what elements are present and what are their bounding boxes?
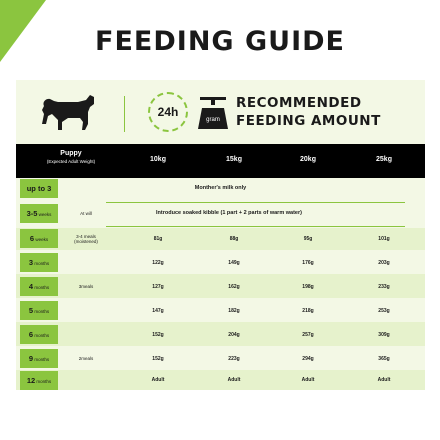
row-divider [106, 226, 405, 227]
age-label: 3 months [20, 253, 58, 272]
scale-icon: gram [198, 97, 228, 129]
age-label: 3-5 weeks [20, 204, 58, 223]
table-row: 4 months 3meals 127g 162g 198g 233g [16, 274, 425, 298]
age-label: 6 months [20, 325, 58, 344]
amount-cell: 81g [153, 236, 163, 242]
divider [124, 96, 125, 132]
amount-cell: 152g [152, 332, 164, 338]
amount-cell: 147g [152, 308, 164, 314]
table-row: 6 weeks 3-4 meals (moistened) 81g 88g 95… [16, 228, 425, 250]
amount-cell: 218g [302, 308, 314, 314]
amount-cell: 253g [378, 308, 390, 314]
age-label: 4 months [20, 277, 58, 296]
clock-24h-icon: 24h [148, 92, 188, 132]
amount-cell: 204g [228, 332, 240, 338]
weight-header: 15kg [226, 156, 242, 163]
table-row: 6 months 152g 204g 257g 309g [16, 322, 425, 346]
weight-header: 10kg [150, 156, 166, 163]
age-label: 9 months [20, 349, 58, 368]
table-row: 3-5 weeks At will Introduce soaked kibbl… [16, 204, 425, 224]
weight-header: 20kg [300, 156, 316, 163]
table-row: 5 months 147g 182g 218g 253g [16, 298, 425, 322]
meals-label: 3meals [78, 284, 94, 289]
amount-cell: Adult [151, 377, 165, 383]
table-row: 12 months Adult Adult Adult Adult [16, 370, 425, 390]
age-label: 12 months [20, 371, 58, 390]
amount-cell: 233g [378, 284, 390, 290]
age-label: 6 weeks [20, 229, 58, 248]
meals-label: 2meals [78, 356, 94, 361]
amount-cell: 294g [302, 356, 314, 362]
amount-cell: 101g [378, 236, 390, 242]
table-row: 9 months 2meals 152g 223g 294g 365g [16, 346, 425, 370]
recommended-line-2: FEEDING AMOUNT [236, 113, 381, 129]
amount-cell: 149g [228, 260, 240, 266]
dog-icon [42, 95, 94, 130]
amount-cell: 122g [152, 260, 164, 266]
amount-cell: 95g [303, 236, 313, 242]
amount-cell: 223g [228, 356, 240, 362]
amount-cell: 182g [228, 308, 240, 314]
table-row: 3 months 122g 149g 176g 203g [16, 250, 425, 274]
puppy-label: Puppy [60, 150, 82, 157]
amount-cell: 198g [302, 284, 314, 290]
amount-cell: Adult [377, 377, 391, 383]
puppy-sublabel: (Expected Adult Weight) [46, 159, 96, 164]
page-title: FEEDING GUIDE [95, 26, 345, 57]
amount-cell: Adult [227, 377, 241, 383]
amount-cell: 88g [229, 236, 239, 242]
span-note: Monther's milk only [194, 185, 247, 191]
table-row: up to 3 weeks Monther's milk only [16, 179, 425, 211]
amount-cell: 127g [152, 284, 164, 290]
recommended-text: RECOMMENDED FEEDING AMOUNT [236, 94, 381, 130]
feeding-table: up to 3 weeks Monther's milk only 3-5 we… [16, 178, 425, 390]
weight-header: 25kg [376, 156, 392, 163]
age-label: 5 months [20, 301, 58, 320]
corner-decoration [0, 0, 46, 62]
meals-label: At will [80, 211, 92, 216]
gram-label: gram [206, 117, 220, 123]
amount-cell: Adult [301, 377, 315, 383]
meals-label: 3-4 meals (moistened) [74, 234, 98, 244]
amount-cell: 365g [378, 356, 390, 362]
amount-cell: 203g [378, 260, 390, 266]
span-note: Introduce soaked kibble (1 part + 2 part… [156, 210, 302, 216]
recommended-line-1: RECOMMENDED [236, 95, 362, 111]
amount-cell: 257g [302, 332, 314, 338]
amount-cell: 309g [378, 332, 390, 338]
amount-cell: 152g [152, 356, 164, 362]
amount-cell: 162g [228, 284, 240, 290]
table-header: Puppy (Expected Adult Weight) 10kg 15kg … [16, 144, 425, 178]
amount-cell: 176g [302, 260, 314, 266]
row-divider [106, 202, 405, 203]
puppy-header: Puppy (Expected Adult Weight) [16, 150, 126, 166]
